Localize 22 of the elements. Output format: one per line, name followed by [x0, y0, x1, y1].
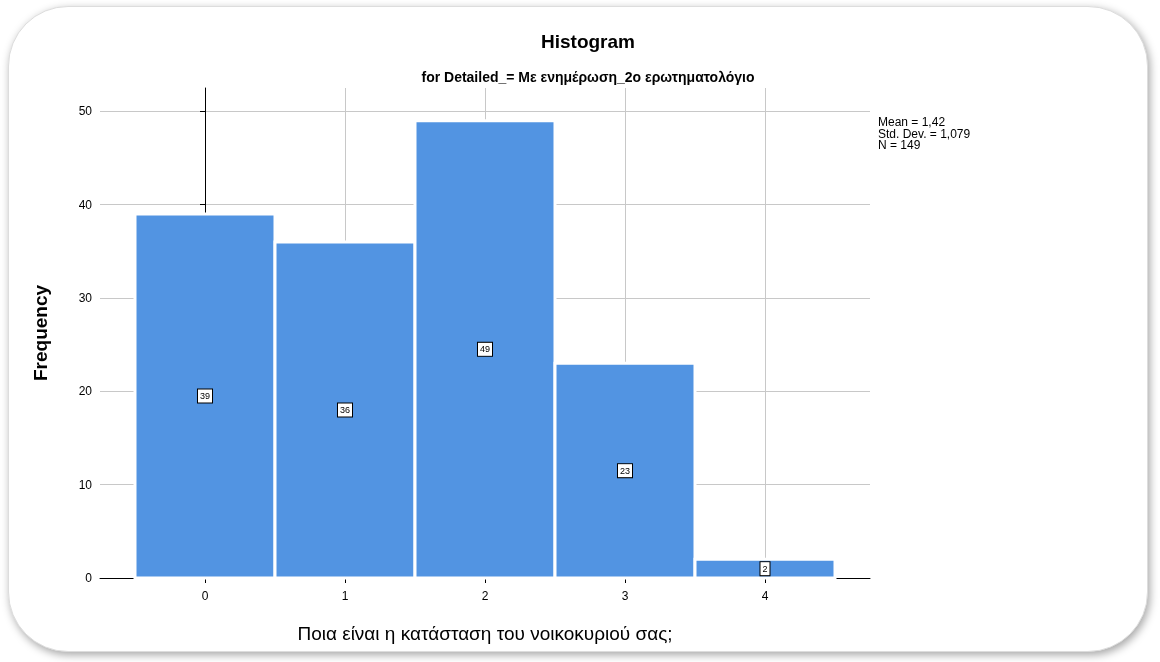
text: Mean = 1,42: [878, 115, 946, 129]
x-tick-label: 1: [341, 589, 349, 603]
x-tick-label: 0: [201, 589, 209, 603]
y-tick-label: 0: [85, 571, 93, 585]
data-label: 23: [619, 465, 631, 476]
y-tick-label: 30: [78, 291, 93, 305]
data-label: 49: [479, 344, 491, 355]
text: N = 149: [878, 138, 921, 152]
x-tick-label: 4: [761, 589, 769, 603]
y-tick-label: 20: [78, 384, 93, 399]
chart-title: Histogram: [541, 31, 635, 52]
data-label: 39: [199, 391, 211, 401]
data-label: 36: [339, 405, 351, 415]
chart-subtitle: for Detailed_= Με ενημέρωση_2ο ερωτηματολόγιο: [421, 69, 755, 85]
y-tick-label: 10: [78, 477, 93, 492]
y-axis-title: Frequency: [30, 284, 51, 382]
y-tick-label: 50: [78, 104, 93, 119]
data-label: 2: [762, 563, 768, 574]
y-tick-label: 40: [78, 197, 93, 212]
x-tick-label: 2: [481, 589, 489, 603]
x-axis-title: Ποια είναι η κατάσταση του νοικοκυριού σας;: [297, 623, 673, 644]
x-tick-label: 3: [621, 589, 629, 603]
